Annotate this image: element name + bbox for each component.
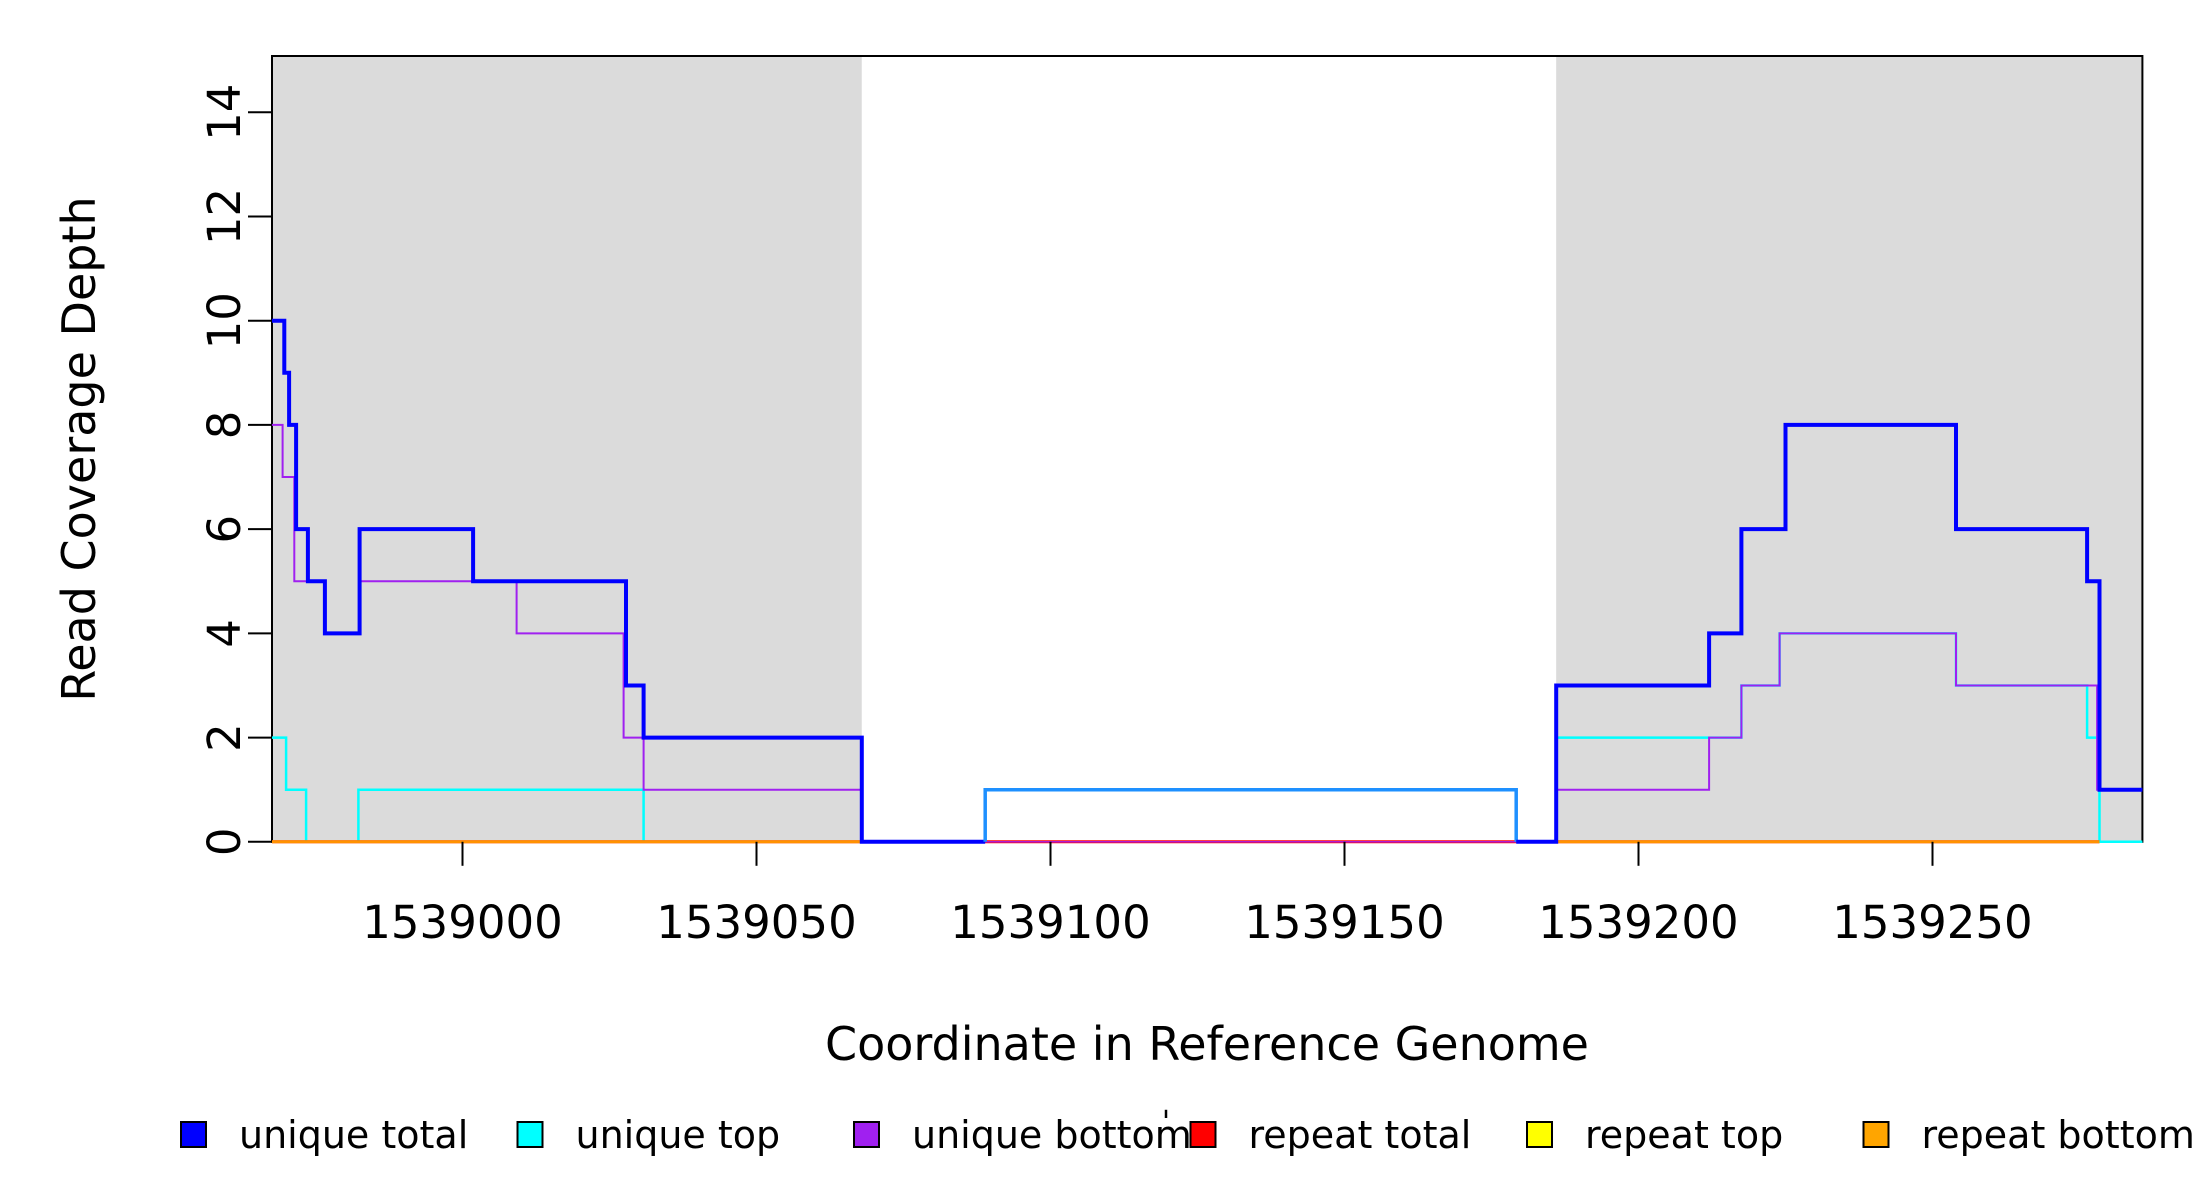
legend-label-unique-total: unique total <box>239 1113 468 1157</box>
series-unique-total <box>1516 422 2143 844</box>
legend: unique total unique top unique bottom repea… <box>180 1105 2195 1157</box>
y-tick-label: 14 <box>198 84 251 141</box>
repeat-region-left <box>272 56 862 842</box>
legend-label-repeat-top: repeat top <box>1585 1113 1783 1157</box>
series-layer <box>272 318 2143 844</box>
x-tick-label: 1539200 <box>1538 896 1738 949</box>
legend-swatch-unique-top <box>516 1121 544 1148</box>
x-axis-title: Coordinate in Reference Genome <box>825 1017 1589 1071</box>
legend-swatch-repeat-bottom <box>1862 1121 1890 1148</box>
legend-swatch-repeat-total <box>1189 1121 1217 1148</box>
series-unique-total <box>983 787 1518 842</box>
y-tick-label: 4 <box>198 619 251 648</box>
legend-swatch-unique-bottom <box>853 1121 880 1148</box>
legend-swatch-unique-total <box>180 1121 207 1148</box>
legend-label-repeat-total: repeat total <box>1249 1113 1472 1157</box>
legend-label-repeat-bottom: repeat bottom <box>1922 1113 2195 1157</box>
y-tick-label: 0 <box>198 827 251 856</box>
axes-layer: 1539000 1539050 1539100 1539150 1539200 15392… <box>198 84 2033 949</box>
stray-mark: ' <box>1162 1105 1170 1140</box>
y-tick-label: 8 <box>198 411 251 440</box>
x-tick-label: 1539050 <box>656 896 856 949</box>
y-axis-title: Read Coverage Depth <box>52 196 106 701</box>
shaded-regions-layer <box>272 56 2143 842</box>
legend-label-unique-top: unique top <box>576 1113 781 1157</box>
x-tick-label: 1539100 <box>950 896 1150 949</box>
legend-label-unique-bottom: unique bottom <box>912 1113 1192 1157</box>
y-tick-label: 6 <box>198 515 251 544</box>
repeat-region-right <box>1556 56 2143 842</box>
x-tick-label: 1539250 <box>1832 896 2032 949</box>
series-unique-total <box>272 318 986 844</box>
legend-swatch-repeat-top <box>1526 1121 1553 1148</box>
y-tick-label: 10 <box>198 292 251 349</box>
x-tick-label: 1539150 <box>1244 896 1444 949</box>
x-tick-label: 1539000 <box>362 896 562 949</box>
y-tick-label: 12 <box>198 188 251 245</box>
y-tick-label: 2 <box>198 723 251 752</box>
